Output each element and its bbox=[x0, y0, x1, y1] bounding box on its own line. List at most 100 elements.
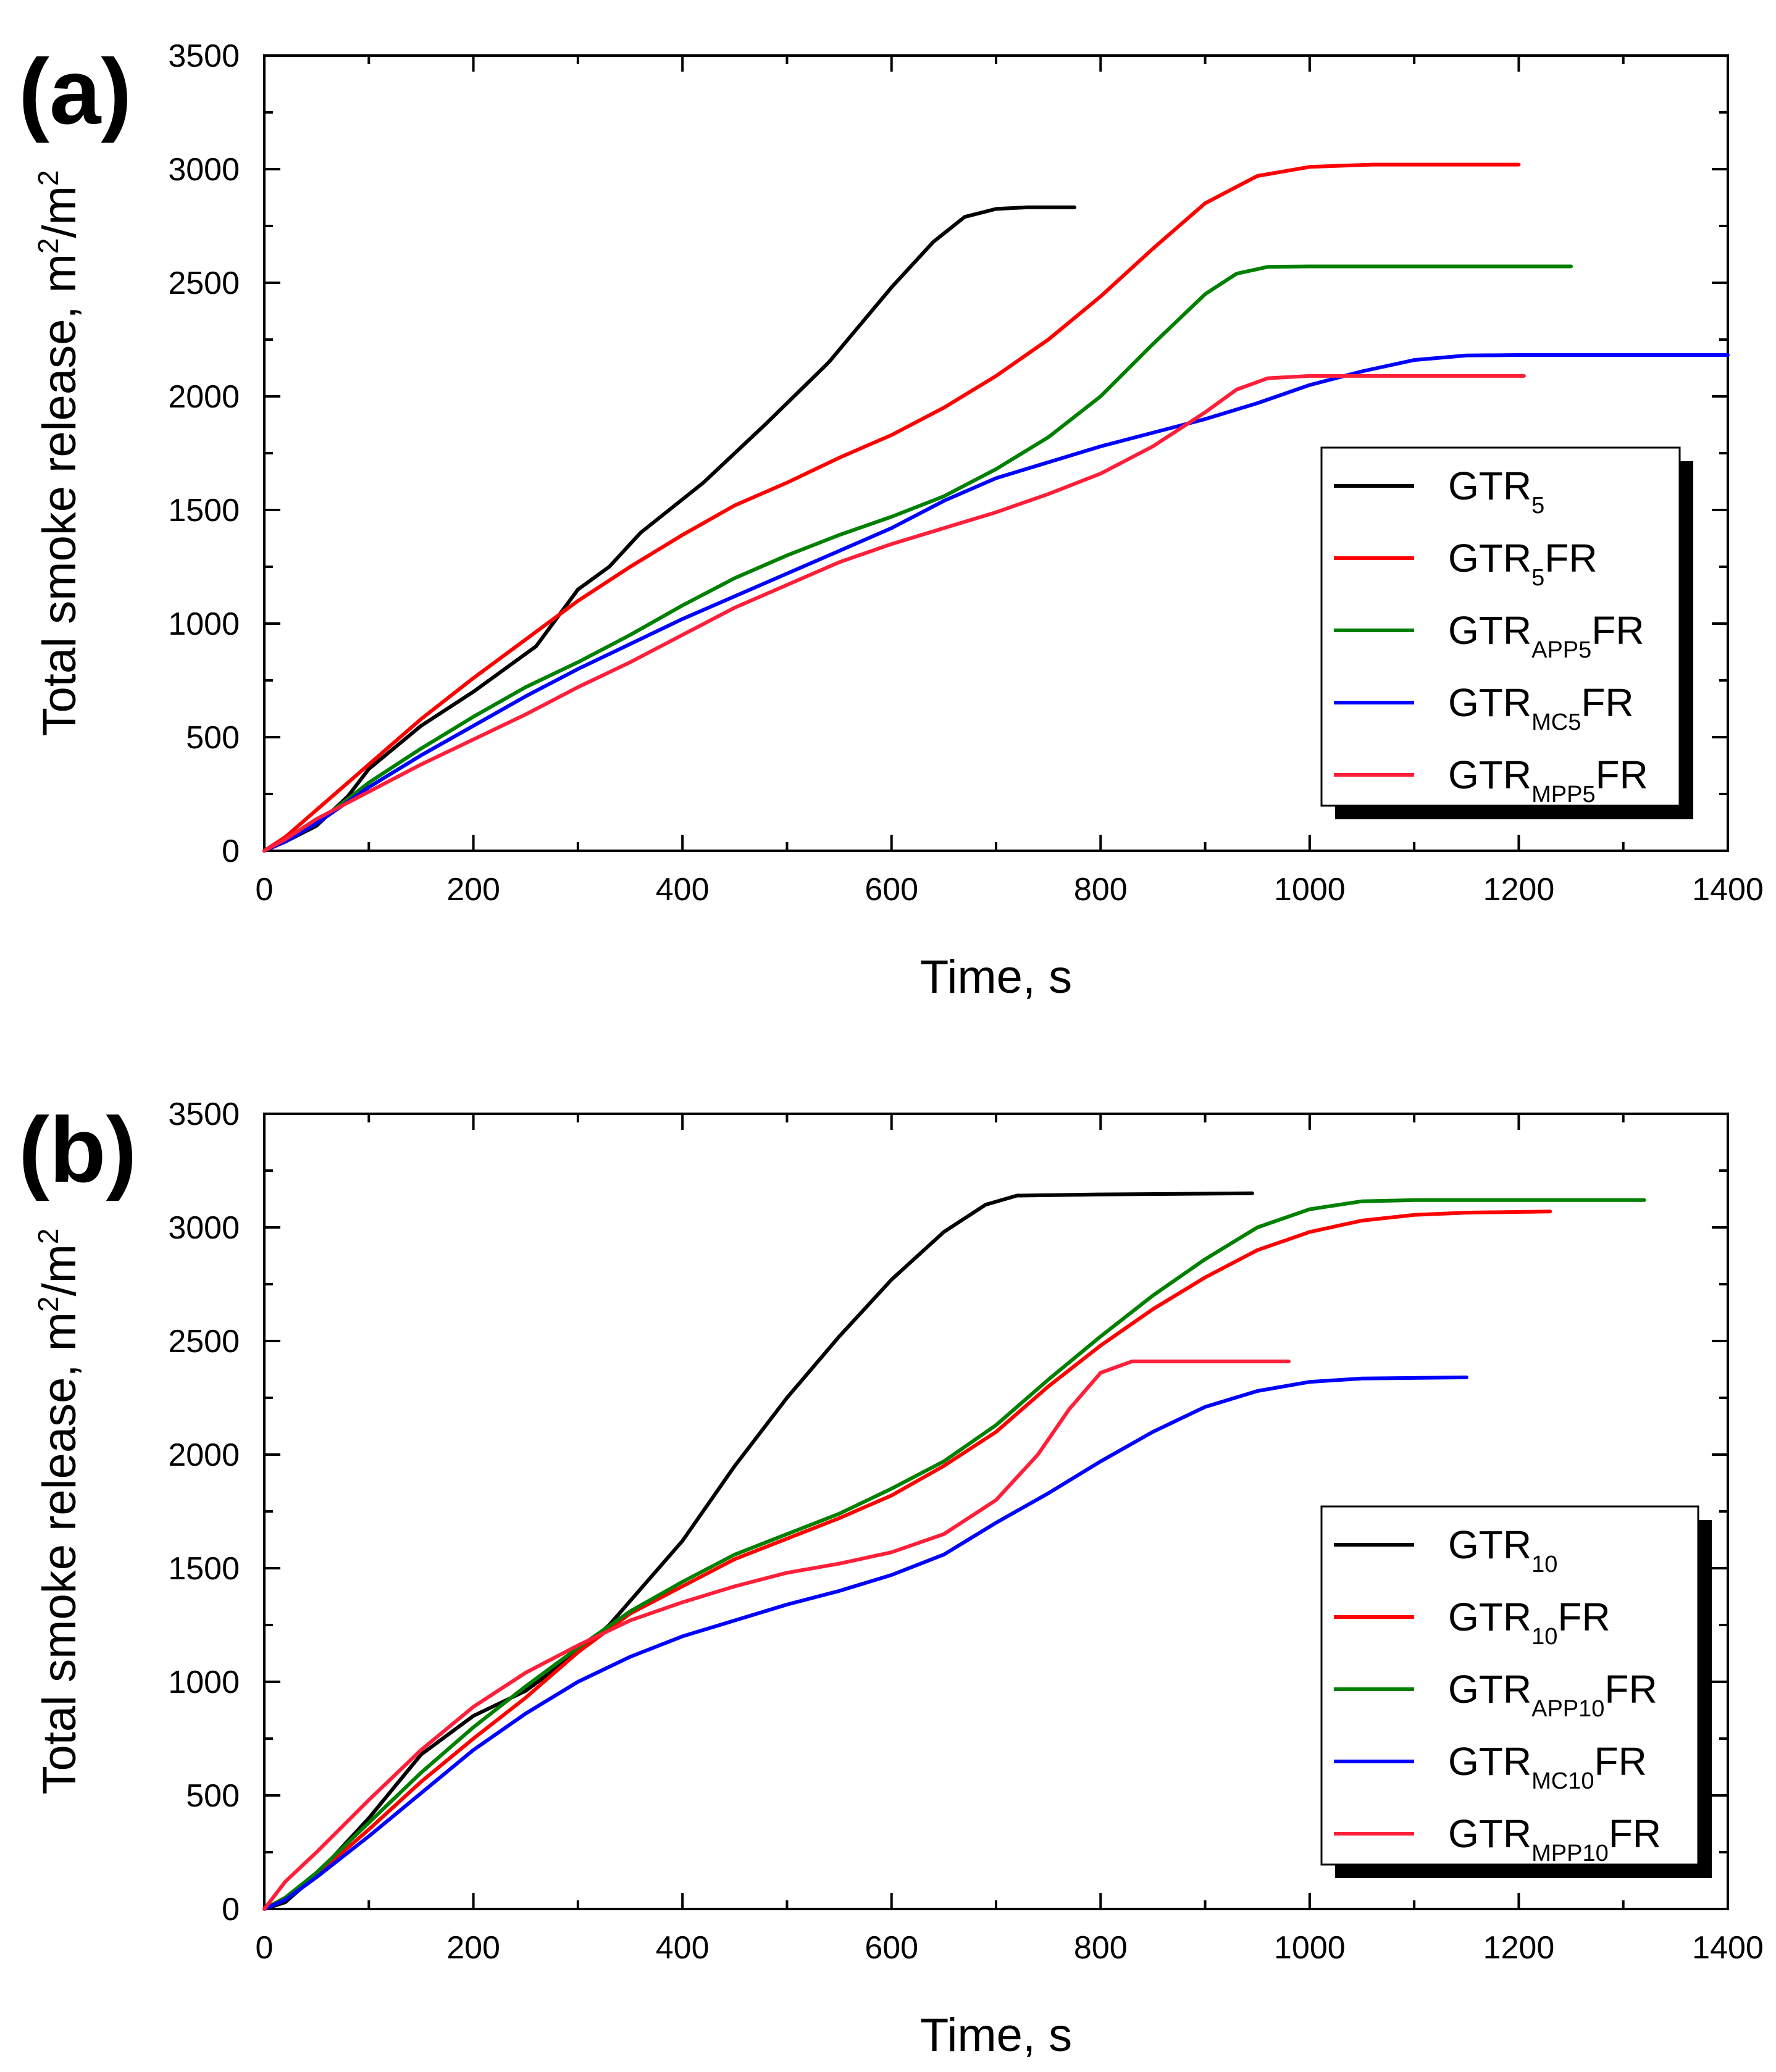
series-line-GTR5 bbox=[262, 205, 1076, 853]
x-tick-label: 1200 bbox=[1483, 872, 1555, 908]
legend-entry-suffix: FR bbox=[1609, 1811, 1661, 1856]
x-tick-label: 1200 bbox=[1483, 1930, 1555, 1966]
legend-entry-base: GTR bbox=[1448, 753, 1531, 797]
y-axis-title-base: Total smoke release, m bbox=[33, 1312, 86, 1794]
x-tick-label: 400 bbox=[656, 872, 710, 908]
legend-entry: GTR10 bbox=[1448, 1523, 1557, 1577]
x-tick-label: 1000 bbox=[1274, 872, 1346, 908]
y-axis-title-sup: 2 bbox=[32, 238, 64, 254]
x-tick-label: 800 bbox=[1074, 1930, 1128, 1966]
y-tick-label: 1500 bbox=[168, 1551, 240, 1587]
y-axis-title-sup: 2 bbox=[32, 170, 64, 186]
legend-entry: GTRMC5FR bbox=[1448, 680, 1634, 735]
y-axis-title-base: Total smoke release, m bbox=[33, 254, 86, 736]
series-line-GTR5FR bbox=[262, 162, 1521, 853]
legend-entry-base: GTR bbox=[1448, 1811, 1531, 1856]
legend-entry-sub: MC5 bbox=[1531, 709, 1581, 735]
y-tick-label: 2500 bbox=[168, 1324, 240, 1360]
legend-entry-base: GTR bbox=[1448, 608, 1531, 653]
y-tick-label: 500 bbox=[186, 1778, 240, 1814]
legend-entry-sub: 5 bbox=[1531, 493, 1544, 519]
series-line-GTRMC10FR bbox=[262, 1375, 1468, 1911]
y-tick-label: 0 bbox=[222, 1892, 240, 1928]
legend-entry-sub: 5 bbox=[1531, 565, 1544, 591]
panel-label: (a) bbox=[19, 40, 132, 143]
legend-entry-sub: APP10 bbox=[1531, 1696, 1604, 1722]
legend-entry: GTRAPP5FR bbox=[1448, 608, 1644, 663]
x-axis-title: Time, s bbox=[920, 2009, 1072, 2062]
y-tick-label: 1500 bbox=[168, 493, 240, 528]
legend-entry-suffix: FR bbox=[1557, 1595, 1610, 1639]
y-tick-label: 3000 bbox=[168, 1210, 240, 1246]
legend-entry: GTRAPP10FR bbox=[1448, 1667, 1657, 1722]
x-tick-label: 200 bbox=[446, 872, 500, 908]
x-tick-label: 0 bbox=[256, 872, 274, 908]
x-tick-label: 800 bbox=[1074, 872, 1128, 908]
y-tick-label: 0 bbox=[222, 833, 240, 869]
y-tick-label: 1000 bbox=[168, 1665, 240, 1700]
y-tick-label: 2500 bbox=[168, 265, 240, 301]
y-tick-label: 500 bbox=[186, 720, 240, 756]
legend-entry-sub: APP5 bbox=[1531, 637, 1591, 663]
legend-entry-suffix: FR bbox=[1581, 680, 1633, 725]
series-line-GTRMPP5FR bbox=[262, 374, 1526, 853]
legend-entry-base: GTR bbox=[1448, 1739, 1531, 1784]
x-tick-label: 400 bbox=[656, 1930, 710, 1966]
legend-entry: GTR10FR bbox=[1448, 1595, 1611, 1650]
legend-entry: GTR5FR bbox=[1448, 536, 1598, 591]
legend-entry: GTR5 bbox=[1448, 464, 1544, 519]
legend-entry-sub: MPP5 bbox=[1531, 782, 1595, 808]
legend-entry-sub: MPP10 bbox=[1531, 1840, 1609, 1866]
legend-box bbox=[1320, 1505, 1699, 1866]
x-tick-label: 1400 bbox=[1692, 872, 1764, 908]
x-tick-label: 600 bbox=[865, 1930, 918, 1966]
x-tick-label: 1400 bbox=[1692, 1930, 1764, 1966]
legend-entry-base: GTR bbox=[1448, 464, 1531, 508]
legend-entry-sub: MC10 bbox=[1531, 1768, 1594, 1794]
x-tick-label: 0 bbox=[256, 1930, 274, 1966]
chart-panel-a: 0 200 400 600 800 1000 1200 1400 0 500 1000 1500 200… bbox=[19, 38, 1764, 1003]
y-axis-title-sup: 2 bbox=[32, 1228, 64, 1244]
legend-entry: GTRMPP5FR bbox=[1448, 753, 1648, 808]
series-line-GTRAPP5FR bbox=[262, 264, 1573, 853]
y-axis-title: Total smoke release, m2/m2 bbox=[32, 170, 86, 736]
legend-entry-base: GTR bbox=[1448, 1595, 1531, 1639]
y-tick-label: 3500 bbox=[168, 38, 240, 74]
x-tick-label: 1000 bbox=[1274, 1930, 1346, 1966]
series-line-GTR10 bbox=[262, 1191, 1254, 1911]
legend-entry-base: GTR bbox=[1448, 680, 1531, 725]
panel-label: (b) bbox=[19, 1098, 137, 1201]
y-axis-title-mid: /m bbox=[33, 186, 86, 238]
x-tick-label: 200 bbox=[446, 1930, 500, 1966]
y-axis-title: Total smoke release, m2/m2 bbox=[32, 1228, 86, 1794]
legend-box bbox=[1320, 446, 1681, 807]
chart-panel-b: 0 200 400 600 800 1000 1200 1400 0 500 1000 1500 200… bbox=[19, 1097, 1764, 2062]
series-line-GTR10FR bbox=[262, 1209, 1552, 1911]
legend-entry-sub: 10 bbox=[1531, 1624, 1557, 1650]
x-tick-label: 600 bbox=[865, 872, 918, 908]
legend-entry: GTRMPP10FR bbox=[1448, 1811, 1661, 1866]
legend-entry-base: GTR bbox=[1448, 536, 1531, 580]
y-tick-label: 3500 bbox=[168, 1097, 240, 1132]
legend-entry-suffix: FR bbox=[1591, 608, 1644, 653]
series-line-GTRAPP10FR bbox=[262, 1198, 1646, 1911]
y-axis-title-sup: 2 bbox=[32, 1297, 64, 1313]
y-tick-label: 1000 bbox=[168, 606, 240, 642]
y-axis-title-mid: /m bbox=[33, 1244, 86, 1296]
legend-entry-suffix: FR bbox=[1596, 753, 1648, 797]
legend-entry-base: GTR bbox=[1448, 1523, 1531, 1567]
legend-entry-sub: 10 bbox=[1531, 1552, 1557, 1577]
x-axis-title: Time, s bbox=[920, 951, 1072, 1003]
y-tick-label: 2000 bbox=[168, 1437, 240, 1473]
legend: GTR10GTR10FRGTRAPP10FRGTRMC10FRGTRMPP10F… bbox=[1320, 1505, 1712, 1878]
series-line-GTRMPP10FR bbox=[262, 1360, 1291, 1911]
y-tick-label: 3000 bbox=[168, 152, 240, 188]
y-tick-label: 2000 bbox=[168, 379, 240, 415]
legend-entry-suffix: FR bbox=[1604, 1667, 1657, 1711]
legend-entry-base: GTR bbox=[1448, 1667, 1531, 1711]
legend-entry-suffix: FR bbox=[1544, 536, 1597, 580]
legend-entry: GTRMC10FR bbox=[1448, 1739, 1647, 1794]
legend-entry-suffix: FR bbox=[1594, 1739, 1646, 1784]
